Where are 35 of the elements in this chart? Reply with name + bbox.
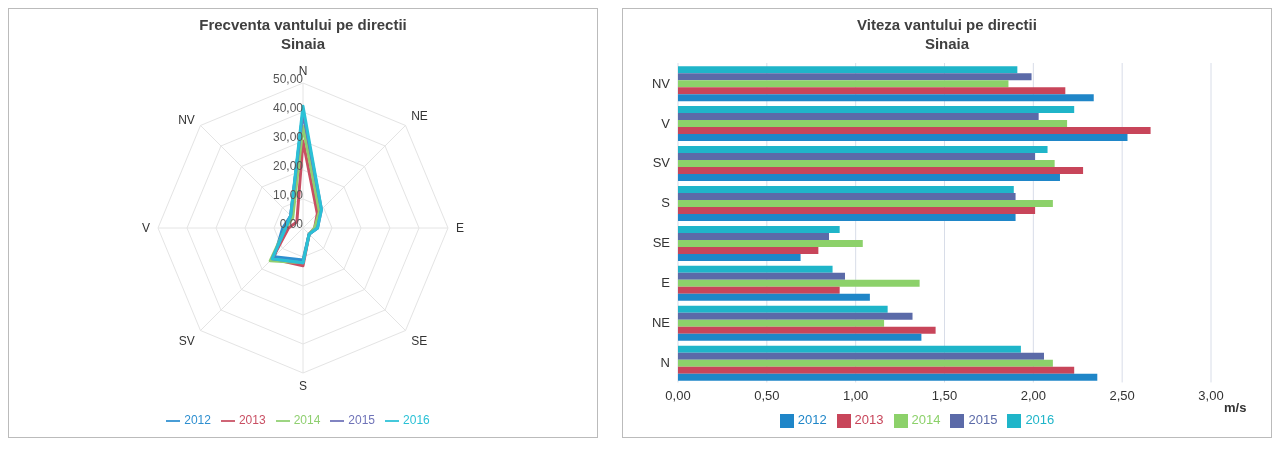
chart-subtitle: Sinaia xyxy=(279,34,327,53)
y-tick-label: S xyxy=(661,195,671,211)
x-tick-label: 1,50 xyxy=(931,387,958,403)
x-tick-label: 2,50 xyxy=(1109,387,1135,403)
spoke-label: SV xyxy=(178,333,195,348)
y-tick-label: SV xyxy=(652,155,671,171)
spoke-label: E xyxy=(456,221,465,236)
legend-label: 2016 xyxy=(403,413,430,428)
x-tick-label: 2,00 xyxy=(1020,387,1046,403)
x-tick-label: 1,00 xyxy=(843,387,869,403)
spoke-label: NE xyxy=(411,108,428,123)
y-tick-label: NE xyxy=(651,315,671,331)
legend-label: 2012 xyxy=(797,412,827,428)
legend-label: 2013 xyxy=(238,413,266,428)
x-tick-label: 3,00 xyxy=(1198,387,1224,403)
legend-label: 2014 xyxy=(911,412,941,428)
chart-title: Frecventa vantului pe directii xyxy=(198,15,408,34)
chart-title: Viteza vantului pe directii xyxy=(856,15,1038,34)
spoke-label: SE xyxy=(411,333,428,348)
spoke-label: NV xyxy=(178,113,195,128)
y-tick-label: SE xyxy=(652,235,671,251)
legend-label: 2012 xyxy=(184,413,211,428)
x-axis-title: m/s xyxy=(1224,400,1247,416)
x-tick-label: 0,50 xyxy=(754,387,780,403)
legend-label: 2016 xyxy=(1025,412,1055,428)
y-tick-label: NV xyxy=(651,75,671,91)
legend-label: 2015 xyxy=(348,413,376,428)
legend-label: 2014 xyxy=(293,413,321,428)
chart-subtitle: Sinaia xyxy=(923,34,971,53)
y-tick-label: V xyxy=(661,115,671,131)
spoke-label: V xyxy=(141,221,150,236)
legend-label: 2013 xyxy=(854,412,884,428)
legend-label: 2015 xyxy=(968,412,998,428)
y-tick-label: E xyxy=(661,275,671,291)
y-tick-label: N xyxy=(660,355,670,371)
